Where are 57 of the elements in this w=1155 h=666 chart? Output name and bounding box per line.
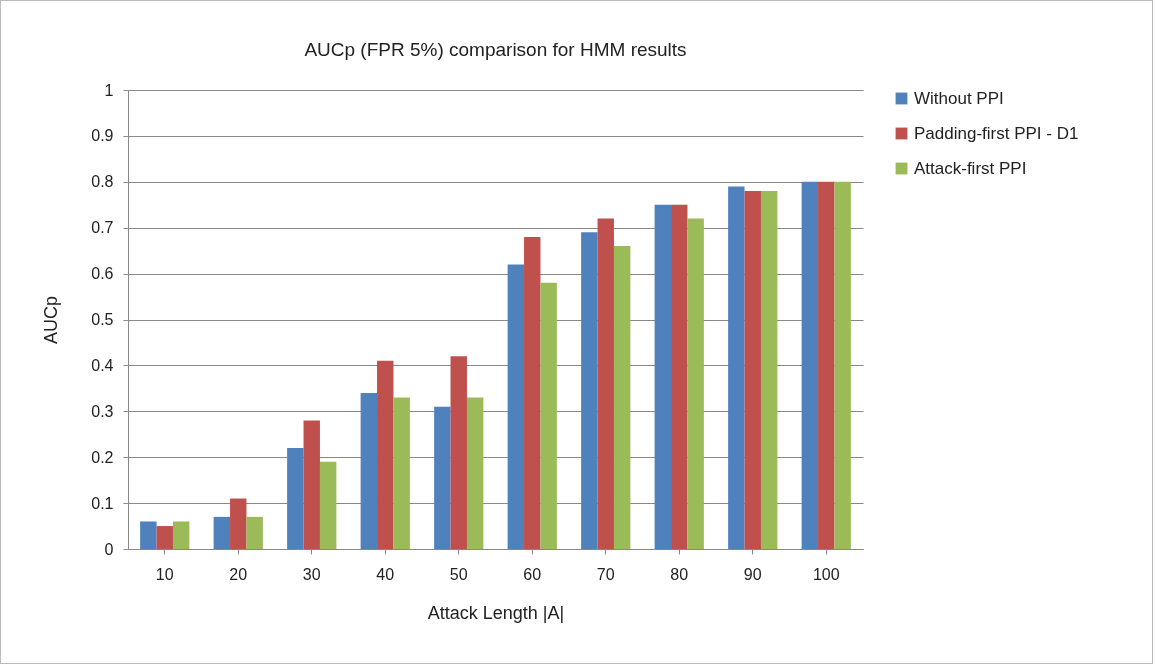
bar [377, 360, 394, 549]
x-tick-label: 10 [155, 565, 174, 583]
bar [818, 181, 835, 549]
bar [434, 406, 451, 549]
x-tick-label: 20 [229, 565, 248, 583]
y-tick-label: 0.9 [91, 127, 114, 145]
y-tick-label: 1 [104, 81, 114, 99]
bar [687, 218, 704, 549]
x-tick-label: 80 [670, 565, 689, 583]
bar [834, 181, 851, 549]
y-tick-label: 0.5 [91, 311, 114, 328]
x-axis-title: Attack Length |A| [427, 602, 565, 623]
y-tick-label: 0.4 [91, 356, 114, 374]
bar [801, 181, 819, 549]
bar [230, 498, 247, 549]
bar [360, 392, 378, 549]
bar [744, 190, 761, 549]
bar [287, 448, 304, 549]
y-tick-label: 0.3 [91, 402, 114, 420]
bar [524, 236, 541, 549]
x-tick-label: 70 [596, 565, 615, 583]
x-tick-label: 40 [376, 565, 395, 583]
x-tick-label: 50 [449, 565, 468, 583]
bar [172, 521, 190, 549]
bar [654, 204, 672, 549]
x-tick-label: 90 [743, 565, 762, 583]
chart-title: AUCp (FPR 5%) comparison for HMM results [304, 39, 687, 60]
legend-label: Padding-first PPI - D1 [914, 123, 1079, 143]
bar [140, 521, 157, 549]
y-axis-title: AUCp [41, 295, 62, 345]
bar [597, 218, 614, 549]
legend-label: Without PPI [914, 88, 1004, 108]
bar [450, 356, 467, 549]
y-tick-label: 0 [104, 540, 114, 558]
y-tick-label: 0.7 [91, 219, 114, 237]
y-tick-label: 0.2 [91, 448, 114, 466]
bar [319, 461, 337, 549]
bar [728, 186, 745, 549]
x-tick-label: 60 [523, 565, 542, 583]
legend-label: Attack-first PPI [914, 158, 1027, 178]
bar [246, 516, 263, 549]
bar [671, 204, 688, 549]
bar [213, 516, 231, 549]
bar [393, 397, 410, 549]
bar [156, 526, 173, 549]
bar [466, 397, 484, 549]
bar [540, 282, 557, 549]
bar [760, 190, 778, 549]
x-tick-label: 100 [812, 565, 840, 583]
y-tick-label: 0.8 [91, 173, 114, 191]
bar [303, 420, 320, 549]
x-tick-label: 30 [302, 565, 321, 583]
bar [507, 264, 525, 549]
bar [613, 246, 631, 549]
y-tick-label: 0.6 [91, 265, 114, 283]
y-tick-label: 0.1 [91, 494, 114, 512]
bar [581, 232, 598, 549]
